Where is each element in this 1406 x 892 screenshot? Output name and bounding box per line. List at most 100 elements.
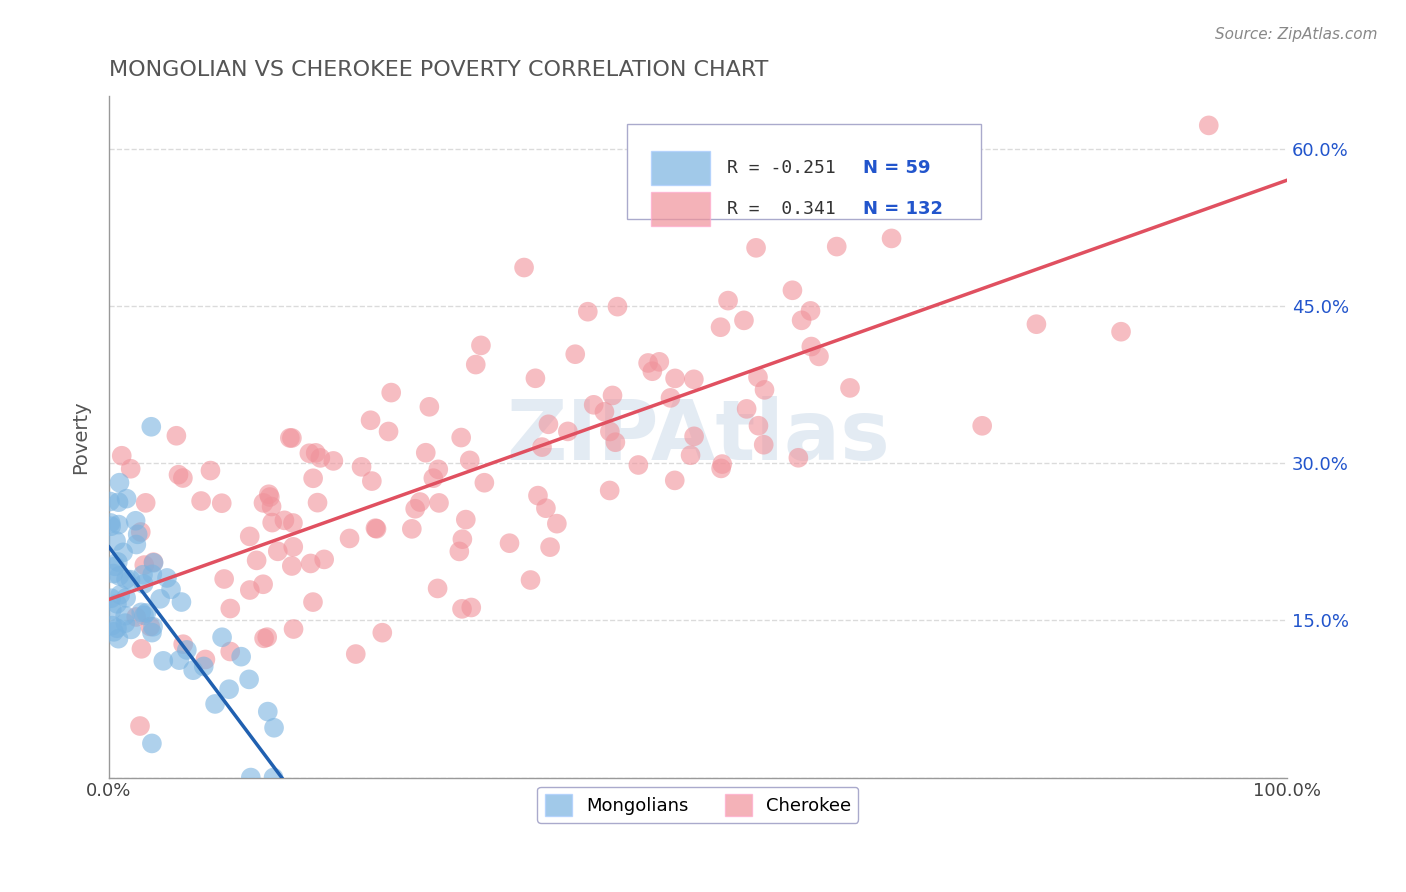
Cherokee [450, 431, 472, 445]
Cherokee [519, 573, 541, 587]
Cherokee [1198, 119, 1220, 133]
Mongolians [176, 643, 198, 657]
Cherokee [524, 371, 547, 385]
Mongolians [181, 663, 204, 677]
Cherokee [142, 555, 165, 569]
Cherokee [344, 647, 367, 661]
Mongolians [152, 654, 174, 668]
Cherokee [472, 475, 495, 490]
Text: MONGOLIAN VS CHEROKEE POVERTY CORRELATION CHART: MONGOLIAN VS CHEROKEE POVERTY CORRELATIO… [110, 60, 768, 79]
Mongolians [127, 527, 149, 541]
Cherokee [190, 494, 212, 508]
FancyBboxPatch shape [627, 124, 980, 219]
Cherokee [593, 405, 616, 419]
Cherokee [111, 449, 134, 463]
Cherokee [538, 540, 561, 554]
Mongolians [103, 566, 125, 581]
Text: Source: ZipAtlas.com: Source: ZipAtlas.com [1215, 27, 1378, 42]
Mongolians [231, 649, 253, 664]
Mongolians [112, 545, 135, 559]
Cherokee [599, 483, 621, 498]
Mongolians [141, 625, 163, 640]
Cherokee [606, 300, 628, 314]
Cherokee [426, 582, 449, 596]
Cherokee [745, 241, 768, 255]
Cherokee [283, 540, 305, 554]
Cherokee [401, 522, 423, 536]
Cherokee [309, 450, 332, 465]
Cherokee [253, 632, 276, 646]
Mongolians [211, 630, 233, 644]
Cherokee [599, 425, 621, 439]
Cherokee [458, 453, 481, 467]
Cherokee [648, 355, 671, 369]
Cherokee [167, 467, 190, 482]
Cherokee [165, 429, 187, 443]
Cherokee [754, 383, 776, 397]
Cherokee [200, 464, 222, 478]
Cherokee [172, 471, 194, 485]
Mongolians [107, 495, 129, 509]
Cherokee [239, 582, 262, 597]
Cherokee [120, 461, 142, 475]
Cherokee [627, 458, 650, 472]
FancyBboxPatch shape [651, 192, 710, 226]
Cherokee [564, 347, 586, 361]
Cherokee [717, 293, 740, 308]
Mongolians [101, 603, 124, 617]
Mongolians [170, 595, 193, 609]
Cherokee [380, 385, 402, 400]
Mongolians [239, 771, 262, 785]
Cherokee [139, 619, 162, 633]
Cherokee [557, 425, 579, 439]
Mongolians [263, 771, 285, 785]
Mongolians [103, 624, 125, 639]
Cherokee [360, 413, 382, 427]
Legend: Mongolians, Cherokee: Mongolians, Cherokee [537, 787, 859, 823]
Mongolians [100, 591, 122, 606]
Mongolians [263, 721, 285, 735]
Cherokee [537, 417, 560, 432]
Cherokee [711, 457, 734, 471]
Cherokee [782, 283, 804, 297]
Cherokee [404, 501, 426, 516]
Cherokee [602, 388, 624, 402]
Mongolians [124, 514, 146, 528]
Cherokee [246, 553, 269, 567]
Y-axis label: Poverty: Poverty [72, 401, 90, 474]
Cherokee [257, 487, 280, 501]
Cherokee [546, 516, 568, 531]
Cherokee [259, 490, 281, 504]
Cherokee [449, 544, 471, 558]
Text: ZIPAtlas: ZIPAtlas [506, 397, 890, 477]
Mongolians [105, 533, 128, 548]
Cherokee [1025, 317, 1047, 331]
Cherokee [470, 338, 492, 352]
Cherokee [710, 461, 733, 475]
Mongolians [107, 632, 129, 646]
Cherokee [256, 630, 278, 644]
Mongolians [114, 616, 136, 631]
Cherokee [787, 450, 810, 465]
Cherokee [281, 559, 304, 574]
Cherokee [576, 304, 599, 318]
Mongolians [104, 559, 127, 574]
Cherokee [659, 391, 682, 405]
Cherokee [637, 356, 659, 370]
Cherokee [427, 496, 450, 510]
Mongolians [160, 582, 183, 597]
Cherokee [212, 572, 235, 586]
Cherokee [219, 644, 242, 658]
Cherokee [605, 435, 627, 450]
Mongolians [129, 606, 152, 620]
Cherokee [527, 489, 550, 503]
Cherokee [800, 340, 823, 354]
Cherokee [513, 260, 536, 275]
Mongolians [114, 608, 136, 623]
Cherokee [825, 239, 848, 253]
Cherokee [880, 231, 903, 245]
Cherokee [422, 471, 444, 485]
Cherokee [314, 552, 336, 566]
Cherokee [427, 462, 450, 476]
Mongolians [110, 588, 132, 602]
